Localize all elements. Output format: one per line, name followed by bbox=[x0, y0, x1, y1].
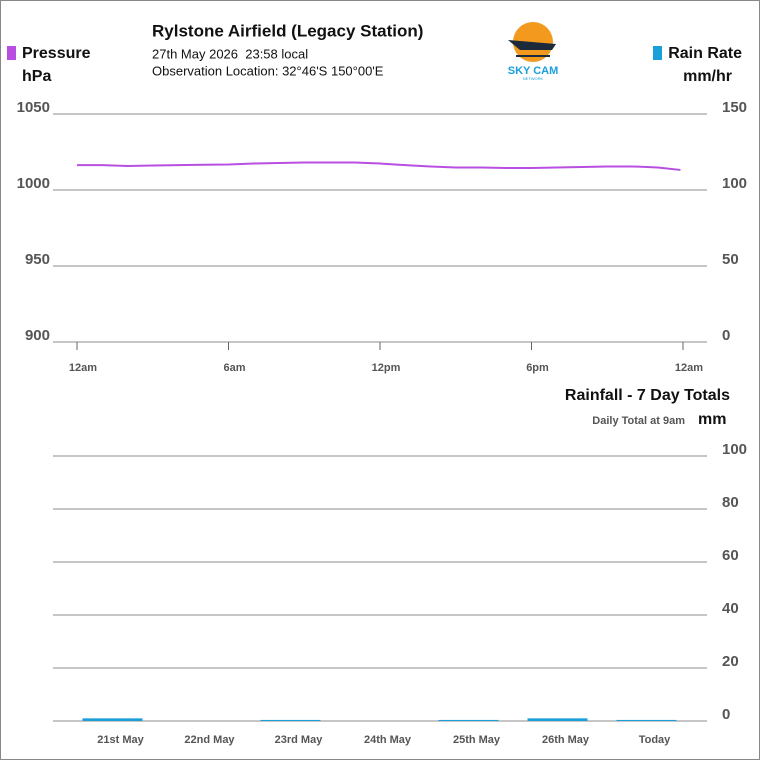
x-tick-label: 12pm bbox=[372, 362, 401, 374]
y-tick-label: 60 bbox=[722, 547, 739, 564]
y2-tick-label: 50 bbox=[722, 251, 739, 268]
logo: SKY CAM NETWORK bbox=[508, 22, 559, 81]
x-tick-label: 6am bbox=[223, 362, 245, 374]
y-axis-label: hPa bbox=[22, 68, 51, 85]
y2-axis-label: mm bbox=[698, 411, 726, 428]
x-tick-label: 12am bbox=[675, 362, 703, 374]
x-tick-label: 22nd May bbox=[184, 734, 235, 746]
bar bbox=[82, 718, 143, 721]
bar bbox=[527, 718, 588, 721]
logo-text: SKY CAM bbox=[508, 65, 559, 77]
logo-plane bbox=[508, 40, 556, 50]
x-tick-label: 25th May bbox=[453, 734, 501, 746]
y2-tick-label: 100 bbox=[722, 175, 747, 192]
chart-title: Rainfall - 7 Day Totals bbox=[565, 387, 730, 404]
y-tick-label: 1000 bbox=[17, 175, 50, 192]
x-tick-label: 23rd May bbox=[275, 734, 324, 746]
y-tick-label: 80 bbox=[722, 494, 739, 511]
y-tick-label: 100 bbox=[722, 441, 747, 458]
y-tick-label: 40 bbox=[722, 600, 739, 617]
logo-sun bbox=[513, 22, 553, 62]
series-line bbox=[77, 161, 681, 171]
legend-swatch bbox=[653, 46, 662, 60]
x-tick-label: 26th May bbox=[542, 734, 590, 746]
logo-subtext: NETWORK bbox=[523, 76, 544, 81]
x-tick-label: Today bbox=[639, 734, 671, 746]
legend-swatch bbox=[7, 46, 16, 60]
title: Rylstone Airfield (Legacy Station) bbox=[152, 21, 423, 40]
y-tick-label: 1050 bbox=[17, 99, 50, 116]
location: Observation Location: 32°46'S 150°00'E bbox=[152, 63, 384, 78]
x-tick-label: 21st May bbox=[97, 734, 144, 746]
y-tick-label: 0 bbox=[722, 706, 730, 723]
y2-tick-label: 150 bbox=[722, 99, 747, 116]
y-tick-label: 20 bbox=[722, 653, 739, 670]
x-tick-label: 6pm bbox=[526, 362, 549, 374]
chart-subtitle: Daily Total at 9am bbox=[592, 415, 685, 427]
y-tick-label: 950 bbox=[25, 251, 50, 268]
x-tick-label: 24th May bbox=[364, 734, 412, 746]
x-tick-label: 12am bbox=[69, 362, 97, 374]
y-tick-label: 900 bbox=[25, 327, 50, 344]
date: 27th May 2026 23:58 local bbox=[152, 46, 308, 61]
y2-tick-label: 0 bbox=[722, 327, 730, 344]
legend-label: Pressure bbox=[22, 45, 91, 62]
y2-axis-label: mm/hr bbox=[683, 68, 732, 85]
bar bbox=[260, 719, 321, 721]
bar bbox=[438, 719, 499, 721]
bar bbox=[616, 719, 677, 721]
legend-label: Rain Rate bbox=[668, 45, 742, 62]
